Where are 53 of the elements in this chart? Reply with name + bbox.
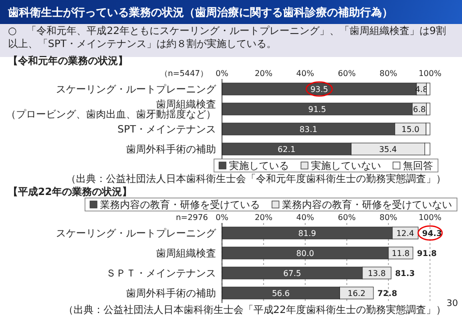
data-label: 83.1 [300,125,318,134]
text: （出典：公益社団法人日本歯科衛生士会「平成22年度歯科衛生士の勤務実態調査」） [63,304,446,316]
total-label: 72.8 [377,289,398,298]
text: 歯科衛生士が行っている業務の状況（歯周治療に関する歯科診療の補助行為） [8,5,393,20]
total-label: 94.3 [422,229,442,238]
y-tick-label: 歯周組織検査（プロービング、歯肉出血、歯牙動揺度など） [6,98,216,120]
data-label: 11.8 [392,249,410,258]
y-tick-label: スケーリング・ルートプレーニング [56,84,217,96]
data-label: 81.9 [298,229,316,238]
data-label: 13.8 [368,269,386,278]
y-tick-label: 歯周組織検査 [156,248,216,260]
y-tick-label: 歯周外科手術の補助 [126,288,216,300]
x-tick-label: 100% [418,213,442,222]
total-label: 81.3 [395,269,415,278]
y-tick-label: ＳＰＴ・メインテナンス [106,268,216,280]
text: ○ 「令和元年、平成22年ともにスケーリング・ルートプレーニング」、「歯周組織検査」は9割以上、「SPT・メインテナンス」は約８割が実施している。 [0,24,462,57]
x-tick-label: 20% [254,69,273,78]
data-label: 56.6 [272,289,290,298]
y-tick-label: スケーリング・ルートプレーニング [56,228,217,240]
text: 【令和元年の業務の状況】 [8,55,128,67]
text: n=2976 [176,213,208,222]
legend-label: 業務内容の教育・研修を受けていない [282,199,452,211]
data-label: 62.1 [278,145,296,154]
x-tick-label: 80% [380,213,398,222]
data-label: 16.2 [348,289,366,298]
data-label: 67.5 [283,269,302,278]
x-tick-label: 0% [216,69,229,78]
legend-label: 業務内容の教育・研修を受けている [100,199,260,211]
y-tick-label: SPT・メインテナンス [118,124,216,136]
data-label: 12.4 [396,229,414,238]
data-label: 15.0 [402,125,420,134]
x-tick-label: 0% [216,213,229,222]
data-label: 6.8 [413,105,426,114]
x-tick-label: 80% [380,69,398,78]
data-label: 91.5 [308,105,326,114]
total-label: 91.8 [416,249,438,258]
data-label: 35.4 [379,145,397,154]
x-tick-label: 40% [296,213,314,222]
data-label: 80.0 [296,249,314,258]
text: 30 [446,299,458,309]
text: （出典：公益社団法人日本歯科衛生士会「令和元年度歯科衛生士の勤務実態調査」） [66,173,446,185]
x-tick-label: 60% [338,213,356,222]
x-tick-label: 100% [418,69,442,78]
series-label: 実施している [229,160,289,172]
data-label: 93.5 [310,85,328,94]
x-tick-label: 40% [296,69,314,78]
legend-label: 実施していない [311,160,381,172]
x-tick-label: 60% [338,69,356,78]
x-tick-label: 20% [254,213,273,222]
legend-label: 無回答 [403,160,433,172]
text: （n=5447） [160,69,208,78]
text: 【平成22年の業務の状況】 [8,186,132,198]
y-tick-label: 歯周外科手術の補助 [126,144,216,156]
